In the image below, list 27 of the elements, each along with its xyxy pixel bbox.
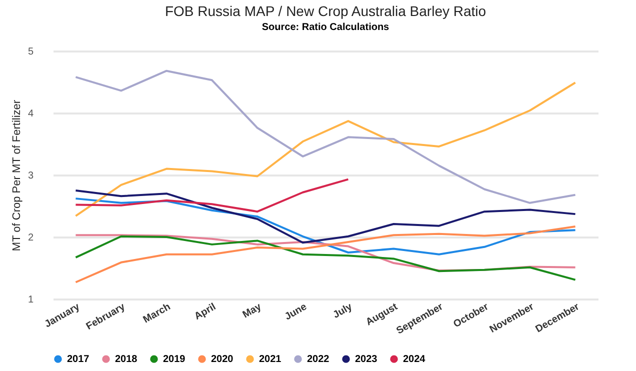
y-tick-label: 5 — [28, 46, 34, 58]
line-series — [74, 225, 576, 284]
chart-title: FOB Russia MAP / New Crop Australia Barley Ratio — [164, 3, 486, 19]
legend-label: 2022 — [307, 354, 330, 366]
line-series — [74, 70, 576, 204]
x-tick-label: July — [331, 301, 355, 322]
line-series — [74, 235, 576, 281]
y-tick-label: 3 — [28, 170, 34, 182]
legend-label: 2018 — [115, 354, 138, 366]
legend-label: 2017 — [67, 354, 90, 366]
y-tick-label: 2 — [28, 232, 34, 244]
line-series — [74, 82, 576, 217]
y-tick-label: 4 — [28, 108, 34, 120]
line-series — [74, 178, 350, 213]
line-series — [74, 198, 576, 256]
chart-subtitle: Source: Ratio Calculations — [262, 22, 390, 33]
y-axis-title: MT of Crop Per MT of Fertilizer — [10, 100, 23, 252]
legend-label: 2019 — [163, 354, 186, 366]
legend-label: 2021 — [259, 354, 282, 366]
legend-label: 2020 — [211, 354, 234, 366]
line-series — [74, 234, 576, 272]
x-tick-label: May — [241, 301, 264, 321]
line-series — [74, 190, 576, 244]
y-tick-label: 1 — [28, 294, 34, 306]
legend-label: 2024 — [403, 354, 426, 366]
legend-label: 2023 — [355, 354, 378, 366]
x-tick-label: June — [283, 301, 310, 323]
